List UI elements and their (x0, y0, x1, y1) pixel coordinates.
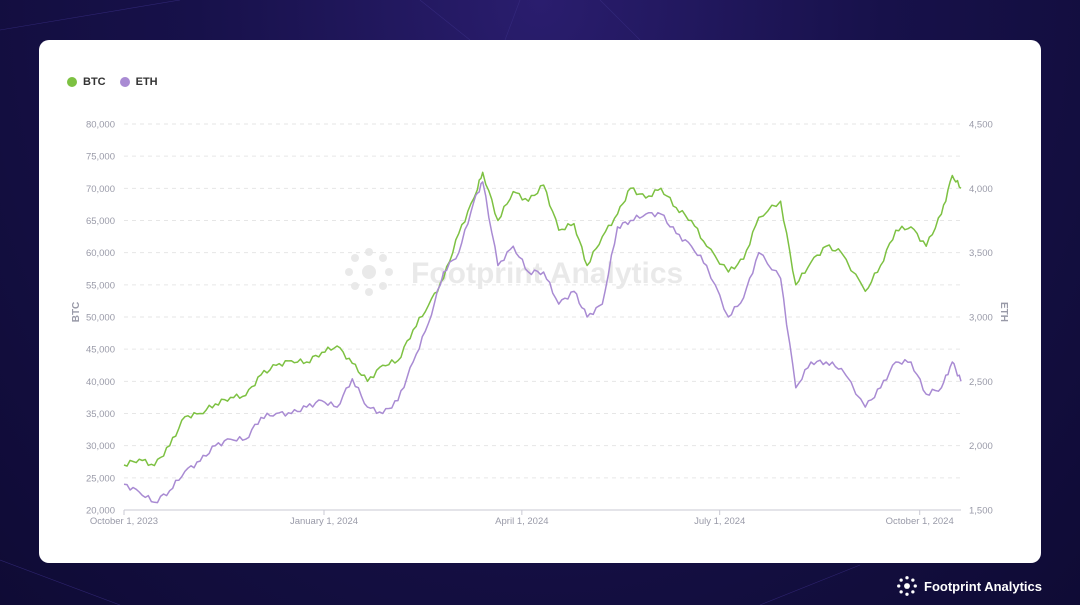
y-left-tick-label: 25,000 (86, 473, 115, 484)
y-left-tick-label: 80,000 (86, 120, 115, 131)
y-right-tick-label: 4,500 (969, 120, 993, 131)
left-axis: 20,000 25,000 30,000 35,000 40,000 45,000 50,0… (86, 120, 115, 517)
legend-item-eth[interactable]: ETH (119, 76, 158, 88)
legend-label-btc: BTC (83, 76, 106, 88)
x-axis: October 1, 2023 January 1, 2024 April 1, 2… (90, 509, 961, 527)
y-left-tick-label: 30,000 (86, 441, 115, 452)
grid-lines (124, 123, 961, 511)
x-tick-label: October 1, 2023 (90, 516, 158, 527)
y-right-tick-label: 3,500 (969, 248, 993, 259)
footprint-logo-icon (345, 248, 393, 296)
y-right-tick-label: 1,500 (969, 506, 993, 517)
chart-legend: BTC ETH (67, 76, 158, 88)
y-left-tick-label: 20,000 (86, 506, 115, 517)
legend-dot-eth (119, 77, 130, 87)
footprint-logo-icon (897, 576, 917, 596)
x-tick-label: October 1, 2024 (886, 516, 954, 527)
y-left-tick-label: 75,000 (86, 152, 115, 163)
y-axis-right-label: ETH (998, 302, 1009, 322)
y-left-tick-label: 45,000 (86, 345, 115, 356)
series-lines (123, 171, 962, 504)
y-right-tick-label: 2,500 (969, 377, 993, 388)
legend-item-btc[interactable]: BTC (67, 76, 106, 88)
series-line-btc[interactable] (123, 171, 962, 467)
price-line-chart: Footprint Analytics 20,000 25,000 30,000 35… (71, 120, 1009, 528)
chart-card: BTC ETH Footprint Analytics 20,000 25,000… (39, 40, 1041, 563)
y-right-tick-label: 3,000 (969, 313, 993, 324)
watermark-text: Footprint Analytics (411, 257, 683, 290)
x-tick-label: July 1, 2024 (694, 516, 745, 527)
brand-logo: Footprint Analytics (896, 575, 1042, 597)
y-left-tick-label: 70,000 (86, 184, 115, 195)
right-axis: 1,500 2,000 2,500 3,000 3,500 4,000 4,500 (969, 120, 993, 517)
y-left-tick-label: 55,000 (86, 280, 115, 291)
legend-dot-btc (67, 77, 77, 87)
y-left-tick-label: 60,000 (86, 248, 115, 259)
x-tick-label: April 1, 2024 (495, 516, 548, 527)
y-left-tick-label: 65,000 (86, 216, 115, 227)
legend-label-eth: ETH (135, 76, 158, 88)
y-right-tick-label: 2,000 (969, 441, 993, 452)
series-line-eth[interactable] (123, 181, 962, 504)
watermark: Footprint Analytics (345, 248, 683, 296)
y-axis-left-label: BTC (71, 302, 82, 323)
y-right-tick-label: 4,000 (969, 184, 993, 195)
y-left-tick-label: 40,000 (86, 377, 115, 388)
brand-name: Footprint Analytics (924, 578, 1042, 594)
y-left-tick-label: 50,000 (86, 313, 115, 324)
x-tick-label: January 1, 2024 (290, 516, 358, 527)
y-left-tick-label: 35,000 (86, 409, 115, 420)
